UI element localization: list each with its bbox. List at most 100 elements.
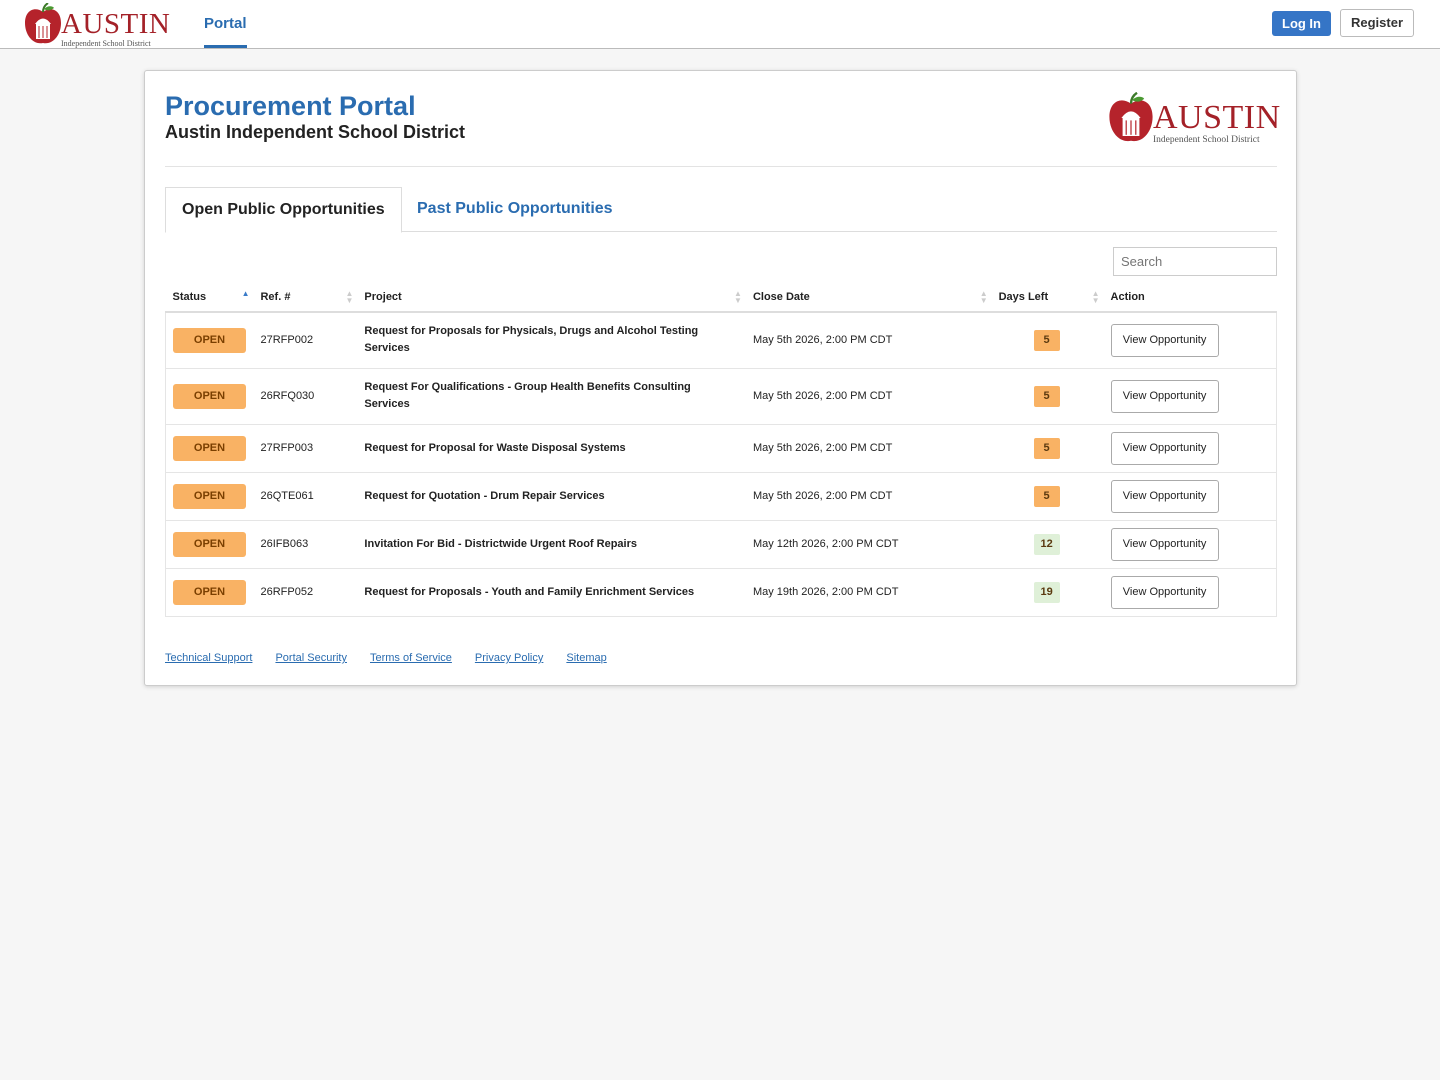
days-left-cell: 5 xyxy=(991,424,1104,473)
project-cell: Request for Proposals - Youth and Family… xyxy=(357,568,746,617)
close-date-cell: May 19th 2026, 2:00 PM CDT xyxy=(745,568,992,617)
footer-links: Technical Support Portal Security Terms of… xyxy=(165,652,607,664)
days-left-cell: 12 xyxy=(991,520,1104,569)
action-cell: View Opportunity xyxy=(1103,312,1277,369)
status-cell: OPEN xyxy=(165,368,254,425)
status-badge: OPEN xyxy=(173,579,246,605)
view-button[interactable]: View Opportunity xyxy=(1110,379,1219,413)
close-date-cell: May 12th 2026, 2:00 PM CDT xyxy=(745,520,992,569)
column-header[interactable]: Status ▲ xyxy=(165,282,254,313)
page-title: Procurement Portal xyxy=(165,91,416,121)
project-cell: Request for Proposal for Waste Disposal … xyxy=(357,424,746,473)
project-cell: Request for Quotation - Drum Repair Serv… xyxy=(357,472,746,521)
view-button[interactable]: View Opportunity xyxy=(1110,323,1219,357)
ref-cell: 26IFB063 xyxy=(253,520,358,569)
action-cell: View Opportunity xyxy=(1103,520,1277,569)
table-header: Status ▲ Ref. # ▲ ▼ Project ▲ ▼ Close Date ▲ ▼ Days… xyxy=(165,282,1277,313)
table-row: OPEN 26RFQ030 Request For Qualifications -… xyxy=(165,368,1277,425)
search-input[interactable] xyxy=(1113,247,1277,276)
sort-icon: ▲ ▼ xyxy=(979,289,988,305)
top-nav: AUSTIN Independent School District Porta… xyxy=(0,0,1440,49)
column-header: Action xyxy=(1103,282,1277,313)
table-row: OPEN 26IFB063 Invitation For Bid - Distric… xyxy=(165,520,1277,569)
view-button[interactable]: View Opportunity xyxy=(1110,575,1219,609)
register-button[interactable]: Register xyxy=(1340,9,1414,37)
login-button[interactable]: Log In xyxy=(1272,11,1331,36)
footer-link[interactable]: Sitemap xyxy=(566,652,607,664)
logo-words: AUSTIN Independent School District xyxy=(61,3,171,49)
action-cell: View Opportunity xyxy=(1103,472,1277,521)
nav-link[interactable]: Portal xyxy=(204,0,247,48)
column-header[interactable]: Project ▲ ▼ xyxy=(357,282,746,313)
table-row: OPEN 26QTE061 Request for Quotation - Drum… xyxy=(165,472,1277,521)
ref-cell: 27RFP002 xyxy=(253,312,358,369)
days-left-cell: 19 xyxy=(991,568,1104,617)
divider xyxy=(165,166,1277,167)
table-row: OPEN 26RFP052 Request for Proposals - Yout… xyxy=(165,568,1277,617)
status-badge: OPEN xyxy=(173,383,246,409)
status-badge: OPEN xyxy=(173,483,246,509)
close-date-cell: May 5th 2026, 2:00 PM CDT xyxy=(745,312,992,369)
column-header[interactable]: Days Left ▲ ▼ xyxy=(991,282,1104,313)
action-cell: View Opportunity xyxy=(1103,424,1277,473)
apple-icon xyxy=(25,3,61,44)
footer-link[interactable]: Terms of Service xyxy=(369,652,452,664)
logo-name: AUSTIN xyxy=(1153,99,1281,136)
days-left-cell: 5 xyxy=(991,312,1104,369)
status-badge: OPEN xyxy=(173,327,246,353)
tab-active[interactable]: Open Public Opportunities xyxy=(165,187,402,233)
tab[interactable]: Past Public Opportunities xyxy=(417,200,613,217)
column-header[interactable]: Close Date ▲ ▼ xyxy=(745,282,992,313)
ref-cell: 27RFP003 xyxy=(253,424,358,473)
ref-cell: 26QTE061 xyxy=(253,472,358,521)
logo-name: AUSTIN xyxy=(61,8,171,40)
status-badge: OPEN xyxy=(173,435,246,461)
status-cell: OPEN xyxy=(165,520,254,569)
sort-icon: ▲ ▼ xyxy=(1091,289,1100,305)
close-date-cell: May 5th 2026, 2:00 PM CDT xyxy=(745,472,992,521)
close-date-cell: May 5th 2026, 2:00 PM CDT xyxy=(745,424,992,473)
sort-icon: ▲ ▼ xyxy=(734,289,742,305)
header-logo: AUSTIN Independent School District xyxy=(1107,92,1281,145)
days-left-badge: 5 xyxy=(1033,329,1060,351)
logo-words: AUSTIN Independent School District xyxy=(1153,92,1281,146)
status-badge: OPEN xyxy=(173,531,246,557)
sort-icon: ▲ ▼ xyxy=(345,289,354,305)
sort-icon: ▲ xyxy=(241,289,250,298)
days-left-badge: 5 xyxy=(1033,437,1060,459)
view-button[interactable]: View Opportunity xyxy=(1110,431,1219,465)
days-left-cell: 5 xyxy=(991,472,1104,521)
status-cell: OPEN xyxy=(165,424,254,473)
status-cell: OPEN xyxy=(165,568,254,617)
ref-cell: 26RFP052 xyxy=(253,568,358,617)
view-button[interactable]: View Opportunity xyxy=(1110,527,1219,561)
days-left-badge: 12 xyxy=(1033,533,1060,555)
column-header[interactable]: Ref. # ▲ ▼ xyxy=(253,282,358,313)
status-cell: OPEN xyxy=(165,312,254,369)
action-cell: View Opportunity xyxy=(1103,368,1277,425)
project-cell: Request For Qualifications - Group Healt… xyxy=(357,368,746,425)
project-cell: Request for Proposals for Physicals, Dru… xyxy=(357,312,746,369)
table-row: OPEN 27RFP002 Request for Proposals for Ph… xyxy=(165,312,1277,369)
logo-tagline: Independent School District xyxy=(61,39,151,48)
apple-icon xyxy=(1109,92,1153,142)
tabs: Open Public Opportunities Past Public Op… xyxy=(165,187,1277,233)
page-subtitle: Austin Independent School District xyxy=(165,122,466,142)
footer-link[interactable]: Portal Security xyxy=(275,652,347,664)
close-date-cell: May 5th 2026, 2:00 PM CDT xyxy=(745,368,992,425)
action-cell: View Opportunity xyxy=(1103,568,1277,617)
table-row: OPEN 27RFP003 Request for Proposal for Was… xyxy=(165,424,1277,473)
view-button[interactable]: View Opportunity xyxy=(1110,479,1219,513)
days-left-cell: 5 xyxy=(991,368,1104,425)
portal-card: Procurement Portal Austin Independent Sc… xyxy=(144,70,1297,686)
ref-cell: 26RFQ030 xyxy=(253,368,358,425)
days-left-badge: 19 xyxy=(1033,581,1060,603)
status-cell: OPEN xyxy=(165,472,254,521)
days-left-badge: 5 xyxy=(1033,485,1060,507)
opportunities-table: Status ▲ Ref. # ▲ ▼ Project ▲ ▼ Close Date ▲ ▼ Days… xyxy=(165,282,1277,617)
logo-tagline: Independent School District xyxy=(1153,135,1260,145)
footer-link[interactable]: Technical Support xyxy=(165,652,253,664)
nav-logo[interactable]: AUSTIN Independent School District xyxy=(23,3,170,48)
footer-link[interactable]: Privacy Policy xyxy=(474,652,544,664)
